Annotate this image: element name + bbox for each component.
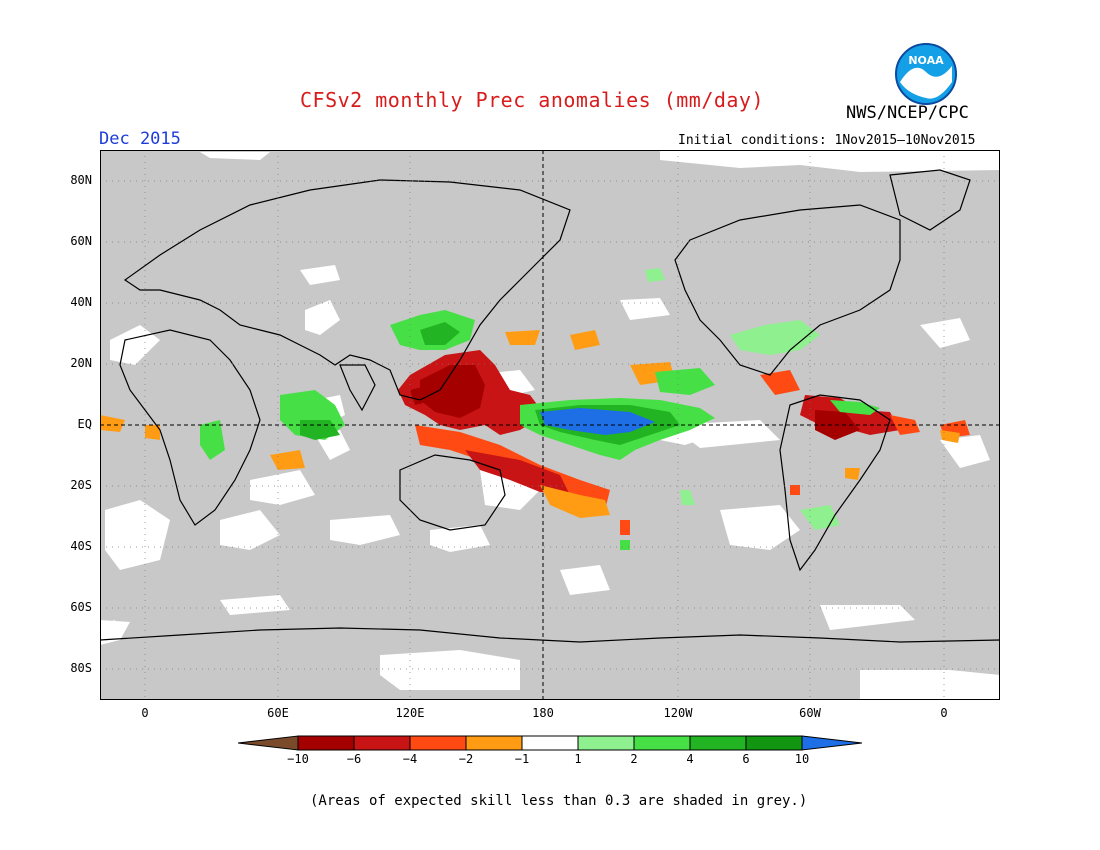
colorbar-bin — [745, 735, 803, 751]
colorbar-tick-label: −10 — [287, 752, 309, 766]
precip-anomaly-map — [99, 149, 1001, 704]
lat-label-20s: 20S — [70, 478, 92, 492]
colorbar-tick-label: 2 — [630, 752, 638, 766]
colorbar-tick-label: 1 — [574, 752, 582, 766]
lat-label-60s: 60S — [70, 600, 92, 614]
lat-label-eq: EQ — [77, 417, 92, 431]
target-month: Dec 2015 — [99, 129, 181, 149]
skill-note: (Areas of expected skill less than 0.3 a… — [310, 793, 808, 809]
lat-label-80n: 80N — [70, 173, 92, 187]
lon-label-120w: 120W — [663, 706, 693, 720]
colorbar-bin — [521, 735, 579, 751]
lon-label-180: 180 — [532, 706, 554, 720]
colorbar-tick-label: 6 — [742, 752, 750, 766]
colorbar-left-arrow — [237, 735, 299, 751]
colorbar-tick-label: −4 — [402, 752, 418, 766]
lat-label-80s: 80S — [70, 661, 92, 675]
organization-label: NWS/NCEP/CPC — [846, 103, 969, 123]
lon-label-60e: 60E — [267, 706, 289, 720]
colorbar-bin — [465, 735, 523, 751]
colorbar-bin — [353, 735, 411, 751]
gridlines — [100, 150, 1000, 700]
lon-label-0-left: 0 — [141, 706, 149, 720]
colorbar-bin — [577, 735, 635, 751]
lat-label-40s: 40S — [70, 539, 92, 553]
colorbar-bin — [297, 735, 355, 751]
colorbar-right-arrow — [801, 735, 863, 751]
colorbar-tick-label: −1 — [514, 752, 530, 766]
colorbar-tick-label: −2 — [458, 752, 474, 766]
lon-label-0-right: 0 — [940, 706, 948, 720]
initial-conditions: Initial conditions: 1Nov2015–10Nov2015 — [678, 133, 976, 148]
colorbar-bin — [633, 735, 691, 751]
lat-label-40n: 40N — [70, 295, 92, 309]
colorbar-bin — [689, 735, 747, 751]
lat-label-60n: 60N — [70, 234, 92, 248]
noaa-logo: NOAA — [894, 42, 958, 110]
chart-title: CFSv2 monthly Prec anomalies (mm/day) — [300, 88, 765, 112]
lon-label-60w: 60W — [799, 706, 821, 720]
logo-text: NOAA — [908, 54, 944, 67]
colorbar — [237, 734, 863, 756]
colorbar-tick-label: −6 — [346, 752, 362, 766]
map-canvas — [99, 149, 1001, 701]
colorbar-tick-label: 10 — [794, 752, 810, 766]
lat-label-20n: 20N — [70, 356, 92, 370]
lon-label-120e: 120E — [395, 706, 425, 720]
colorbar-bin — [409, 735, 467, 751]
colorbar-tick-label: 4 — [686, 752, 694, 766]
